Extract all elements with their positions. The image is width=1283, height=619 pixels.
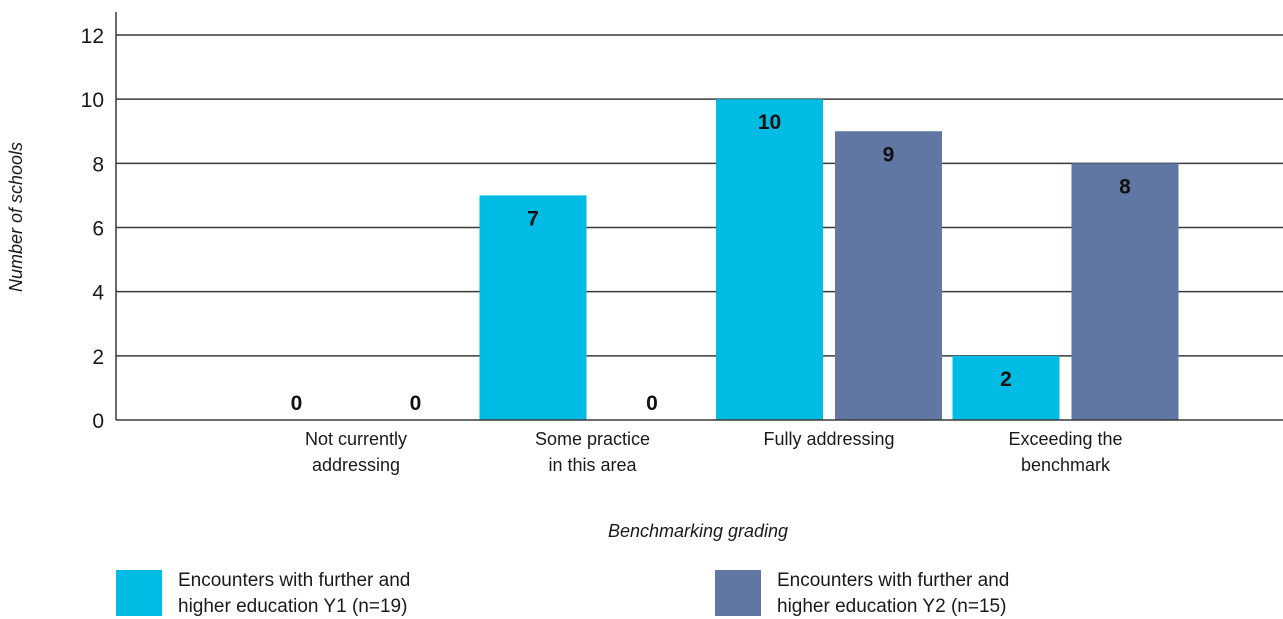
- legend-swatch-2: [715, 570, 761, 616]
- bar-s2-c3: [835, 131, 942, 420]
- x-category-label-line: in this area: [548, 455, 637, 475]
- x-category-label-line: Not currently: [305, 429, 407, 449]
- bar-s1-c4: [952, 355, 1060, 420]
- y-tick-labels: 0 2 4 6 8 10 12: [81, 25, 105, 433]
- y-tick-label-10: 10: [81, 89, 104, 112]
- x-category-label-4: Exceeding the benchmark: [1008, 429, 1122, 475]
- data-label-s1-c1: 0: [291, 392, 303, 415]
- bars: [479, 99, 1179, 421]
- data-labels: 0 0 7 0 10 9 2 8: [291, 111, 1132, 415]
- legend-swatch-1: [116, 570, 162, 616]
- x-category-label-line: Fully addressing: [763, 429, 894, 449]
- data-label-s1-c2: 7: [527, 207, 539, 230]
- x-category-labels: Not currently addressing Some practice in t…: [305, 429, 1123, 475]
- y-tick-label-12: 12: [81, 25, 104, 48]
- bar-s1-c3: [716, 99, 823, 421]
- x-category-label-2: Some practice in this area: [535, 429, 650, 475]
- x-axis-title: Benchmarking grading: [608, 521, 788, 541]
- legend-label-2: Encounters with further and higher educat…: [777, 570, 1009, 617]
- data-label-s2-c3: 9: [883, 143, 895, 166]
- x-category-label-line: Some practice: [535, 429, 650, 449]
- bar-s2-c4: [1071, 163, 1179, 421]
- y-tick-label-2: 2: [92, 346, 104, 369]
- data-label-s2-c1: 0: [410, 392, 422, 415]
- x-category-label-3: Fully addressing: [763, 429, 894, 449]
- legend-label-line: higher education Y2 (n=15): [777, 596, 1006, 617]
- y-tick-label-4: 4: [92, 282, 104, 305]
- data-label-s2-c4: 8: [1119, 175, 1131, 198]
- y-axis-title: Number of schools: [6, 142, 26, 292]
- x-category-label-line: Exceeding the: [1008, 429, 1122, 449]
- y-tick-label-6: 6: [92, 218, 104, 241]
- legend-label-line: Encounters with further and: [777, 570, 1009, 591]
- legend-label-1: Encounters with further and higher educat…: [178, 570, 410, 617]
- legend-label-line: Encounters with further and: [178, 570, 410, 591]
- data-label-s1-c4: 2: [1000, 368, 1012, 391]
- x-category-label-line: addressing: [312, 455, 400, 475]
- y-tick-label-8: 8: [92, 153, 104, 176]
- data-label-s2-c2: 0: [646, 392, 658, 415]
- x-category-label-line: benchmark: [1021, 455, 1111, 475]
- x-category-label-1: Not currently addressing: [305, 429, 407, 475]
- axes: [115, 12, 1283, 421]
- bar-s1-c2: [479, 195, 587, 420]
- legend: Encounters with further and higher educat…: [116, 570, 1009, 617]
- data-label-s1-c3: 10: [758, 111, 781, 134]
- legend-label-line: higher education Y1 (n=19): [178, 596, 407, 617]
- y-tick-label-0: 0: [92, 410, 104, 433]
